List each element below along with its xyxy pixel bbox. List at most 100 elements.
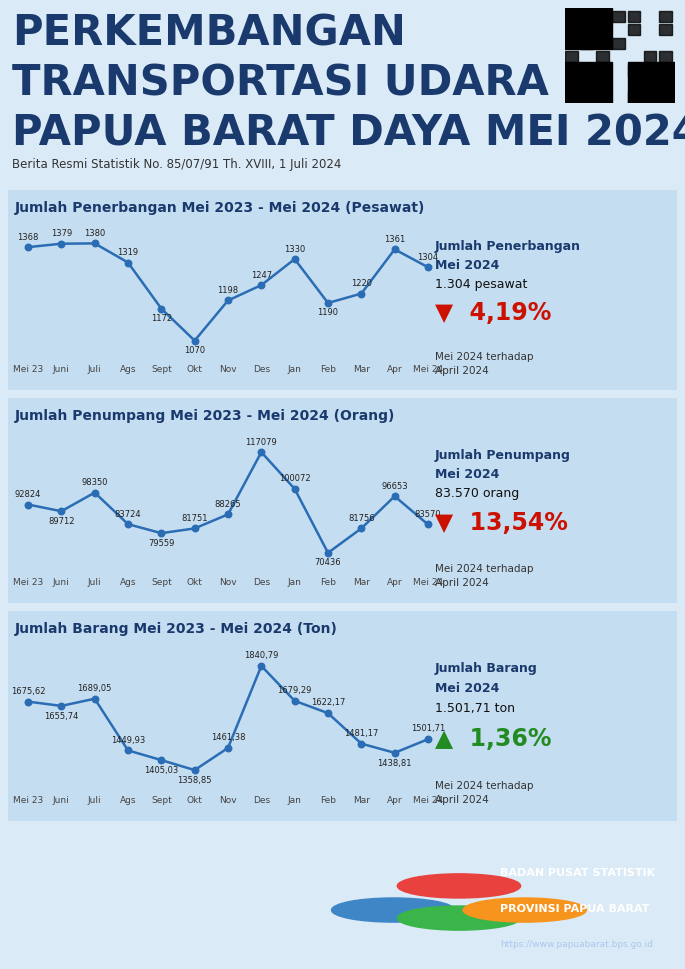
Point <box>323 546 334 561</box>
FancyBboxPatch shape <box>0 186 685 394</box>
Point <box>56 698 67 713</box>
Bar <box>597 51 609 62</box>
Point <box>189 333 200 349</box>
Bar <box>659 11 672 21</box>
Text: 1190: 1190 <box>318 308 338 317</box>
Bar <box>612 11 625 21</box>
Bar <box>565 35 581 48</box>
Bar <box>581 78 593 89</box>
Bar <box>565 62 581 76</box>
Bar <box>597 62 612 76</box>
Point <box>289 482 300 497</box>
Text: 1172: 1172 <box>151 314 172 323</box>
Bar <box>565 89 581 103</box>
Bar <box>644 76 659 89</box>
Point <box>89 235 100 251</box>
Bar <box>659 24 672 35</box>
Text: ▼  4,19%: ▼ 4,19% <box>435 300 551 325</box>
Bar <box>644 62 659 76</box>
Bar <box>597 89 612 103</box>
Text: 1622,17: 1622,17 <box>311 699 345 707</box>
Bar <box>659 76 675 89</box>
Text: 1220: 1220 <box>351 279 372 288</box>
Bar <box>659 89 675 103</box>
Text: BADAN PUSAT STATISTIK: BADAN PUSAT STATISTIK <box>500 867 655 878</box>
Text: PERKEMBANGAN: PERKEMBANGAN <box>12 12 406 54</box>
FancyBboxPatch shape <box>0 607 685 826</box>
Text: https://www.papuabarat.bps.go.id: https://www.papuabarat.bps.go.id <box>500 940 653 950</box>
Bar <box>628 62 644 76</box>
Bar <box>597 11 609 21</box>
Point <box>89 691 100 706</box>
Text: Jumlah Barang: Jumlah Barang <box>435 662 538 675</box>
Text: Berita Resmi Statistik No. 85/07/91 Th. XVIII, 1 Juli 2024: Berita Resmi Statistik No. 85/07/91 Th. … <box>12 158 341 171</box>
Text: Jumlah Penumpang: Jumlah Penumpang <box>435 449 571 462</box>
Point <box>123 742 134 758</box>
Text: Mei 2024 terhadap
April 2024: Mei 2024 terhadap April 2024 <box>435 564 534 588</box>
Text: 1247: 1247 <box>251 270 272 280</box>
Text: 1380: 1380 <box>84 229 105 238</box>
Text: 1330: 1330 <box>284 245 306 254</box>
Point <box>123 255 134 270</box>
Text: Mei 2024: Mei 2024 <box>435 468 499 481</box>
Point <box>256 658 267 673</box>
Point <box>389 745 400 761</box>
Point <box>289 251 300 266</box>
Bar <box>581 92 593 103</box>
Point <box>89 484 100 500</box>
Bar <box>581 24 593 35</box>
Point <box>256 445 267 460</box>
Text: 1679,29: 1679,29 <box>277 686 312 695</box>
Text: Mei 2024: Mei 2024 <box>435 259 499 272</box>
Bar <box>565 51 577 62</box>
Point <box>223 740 234 756</box>
Text: 117079: 117079 <box>245 438 277 447</box>
Point <box>223 293 234 308</box>
Text: 1.304 pesawat: 1.304 pesawat <box>435 277 527 291</box>
Bar <box>659 62 675 76</box>
Bar <box>581 35 597 48</box>
Text: PROVINSI PAPUA BARAT: PROVINSI PAPUA BARAT <box>500 904 649 914</box>
Bar <box>581 76 597 89</box>
Bar <box>628 11 640 21</box>
Bar <box>644 51 656 62</box>
Text: Jumlah Barang Mei 2023 - Mei 2024 (Ton): Jumlah Barang Mei 2023 - Mei 2024 (Ton) <box>15 622 338 636</box>
Text: Jumlah Penerbangan: Jumlah Penerbangan <box>435 240 581 254</box>
Bar <box>565 8 581 21</box>
Text: 1319: 1319 <box>117 248 138 257</box>
Point <box>23 497 34 513</box>
Text: 1.501,71 ton: 1.501,71 ton <box>435 702 515 715</box>
Text: Jumlah Penumpang Mei 2023 - Mei 2024 (Orang): Jumlah Penumpang Mei 2023 - Mei 2024 (Or… <box>15 409 395 423</box>
Text: 1481,17: 1481,17 <box>344 729 379 738</box>
Text: Mei 2024 terhadap
April 2024: Mei 2024 terhadap April 2024 <box>435 352 534 376</box>
Text: Mei 2024: Mei 2024 <box>435 682 499 695</box>
Bar <box>581 62 597 76</box>
Text: 1438,81: 1438,81 <box>377 759 412 767</box>
Point <box>356 286 366 301</box>
Bar <box>581 21 597 35</box>
Point <box>156 300 167 316</box>
Text: 100072: 100072 <box>279 475 310 484</box>
Bar <box>628 89 644 103</box>
Bar <box>581 65 593 76</box>
Text: 1675,62: 1675,62 <box>11 687 45 696</box>
Bar <box>644 92 656 103</box>
Bar <box>565 78 577 89</box>
Bar <box>565 76 581 89</box>
Text: 83724: 83724 <box>114 510 141 518</box>
Text: 83.570 orang: 83.570 orang <box>435 487 519 500</box>
Bar <box>581 89 597 103</box>
Bar <box>597 35 612 48</box>
Bar <box>581 8 597 21</box>
Text: 81751: 81751 <box>182 514 208 523</box>
Point <box>56 504 67 519</box>
Text: 70436: 70436 <box>314 558 341 568</box>
Text: 1501,71: 1501,71 <box>411 725 445 734</box>
Point <box>356 735 366 751</box>
FancyBboxPatch shape <box>0 394 685 608</box>
Bar <box>565 65 577 76</box>
Text: 1689,05: 1689,05 <box>77 684 112 693</box>
Point <box>356 520 366 536</box>
Point <box>423 516 434 532</box>
Text: TRANSPORTASI UDARA: TRANSPORTASI UDARA <box>12 62 549 104</box>
